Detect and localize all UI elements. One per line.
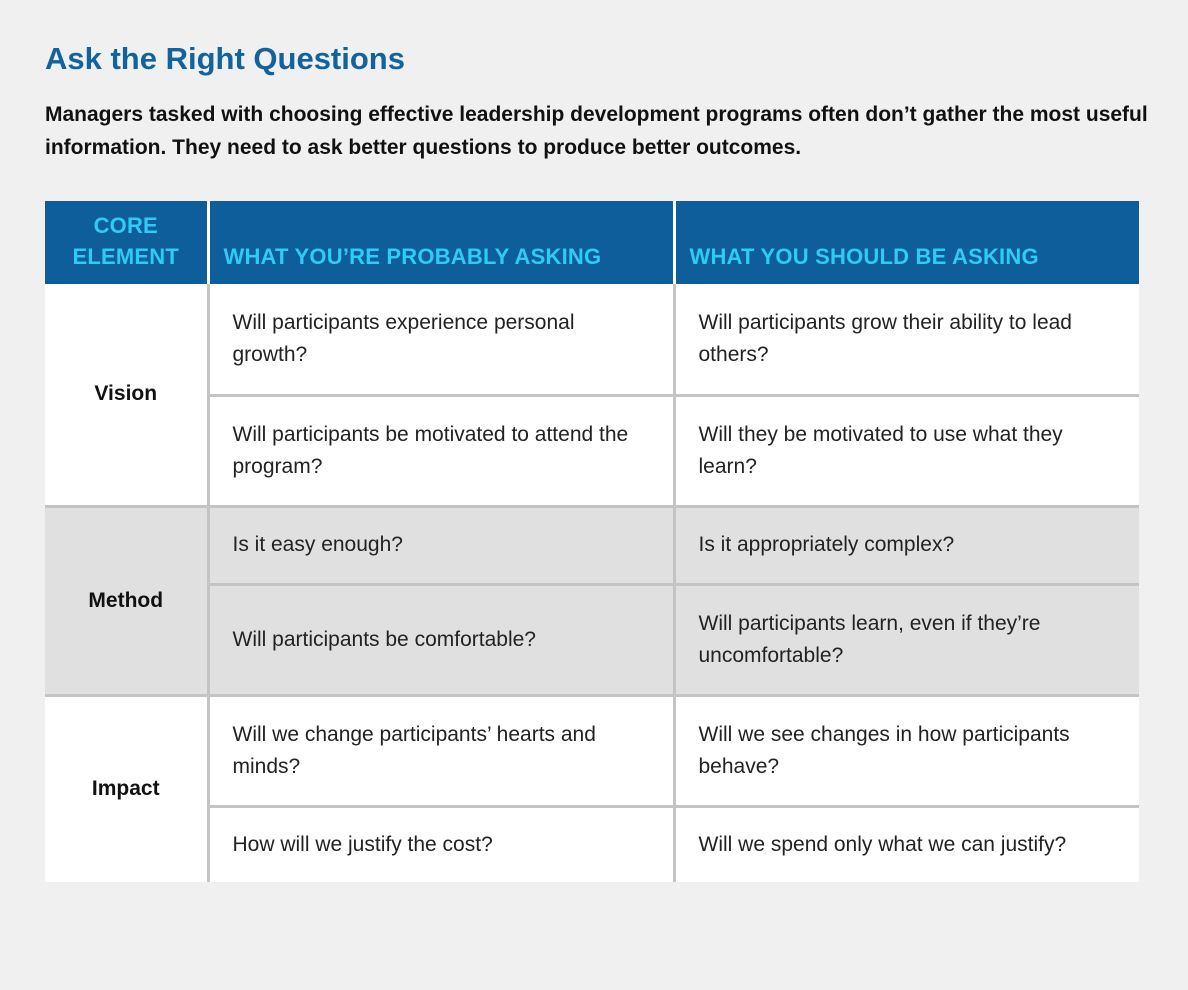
should-be-asking-cell: Will participants grow their ability to … bbox=[672, 284, 1139, 395]
probably-asking-cell: Will participants experience personal gr… bbox=[206, 284, 674, 395]
core-element-label: Vision bbox=[45, 284, 208, 506]
group-impact: Impact Will we change participants’ hear… bbox=[45, 693, 1139, 882]
group-vision: Vision Will participants experience pers… bbox=[45, 284, 1139, 506]
questions-table: CORE ELEMENT WHAT YOU’RE PROBABLY ASKING… bbox=[45, 201, 1139, 882]
page-subtitle: Managers tasked with choosing effective … bbox=[45, 103, 1148, 159]
column-header-core-line1: CORE bbox=[93, 213, 158, 238]
table-row: Will participants be comfortable? Will p… bbox=[45, 582, 1139, 695]
column-header-probably-asking: WHAT YOU’RE PROBABLY ASKING bbox=[206, 201, 674, 284]
probably-asking-cell: Will participants be comfortable? bbox=[206, 582, 674, 695]
should-be-asking-cell: Is it appropriately complex? bbox=[672, 504, 1139, 584]
column-header-core-element: CORE ELEMENT bbox=[45, 201, 208, 284]
page-title: Ask the Right Questions bbox=[45, 41, 405, 76]
group-method: Method Is it easy enough? Is it appropri… bbox=[45, 504, 1139, 695]
should-be-asking-cell: Will we see changes in how participants … bbox=[672, 693, 1139, 806]
should-be-asking-cell: Will participants learn, even if they’re… bbox=[672, 582, 1139, 695]
table-row: Method Is it easy enough? Is it appropri… bbox=[45, 504, 1139, 695]
probably-asking-cell: Will participants be motivated to attend… bbox=[206, 393, 674, 506]
table-row: Impact Will we change participants’ hear… bbox=[45, 693, 1139, 882]
probably-asking-cell: How will we justify the cost? bbox=[206, 804, 674, 882]
table-row: How will we justify the cost? Will we sp… bbox=[45, 804, 1139, 882]
probably-asking-cell: Will we change participants’ hearts and … bbox=[206, 693, 674, 806]
should-be-asking-cell: Will they be motivated to use what they … bbox=[672, 393, 1139, 506]
probably-asking-cell: Is it easy enough? bbox=[206, 504, 674, 584]
table-row: Vision Will participants experience pers… bbox=[45, 284, 1139, 506]
table-row: Will participants be motivated to attend… bbox=[45, 393, 1139, 506]
table-header: CORE ELEMENT WHAT YOU’RE PROBABLY ASKING… bbox=[45, 201, 1139, 284]
column-header-core-line2: ELEMENT bbox=[72, 244, 179, 269]
table-header-row: CORE ELEMENT WHAT YOU’RE PROBABLY ASKING… bbox=[45, 201, 1139, 284]
core-element-label: Method bbox=[45, 504, 208, 695]
column-header-should-be-asking: WHAT YOU SHOULD BE ASKING bbox=[672, 201, 1139, 284]
should-be-asking-cell: Will we spend only what we can justify? bbox=[672, 804, 1139, 882]
core-element-label: Impact bbox=[45, 693, 208, 882]
